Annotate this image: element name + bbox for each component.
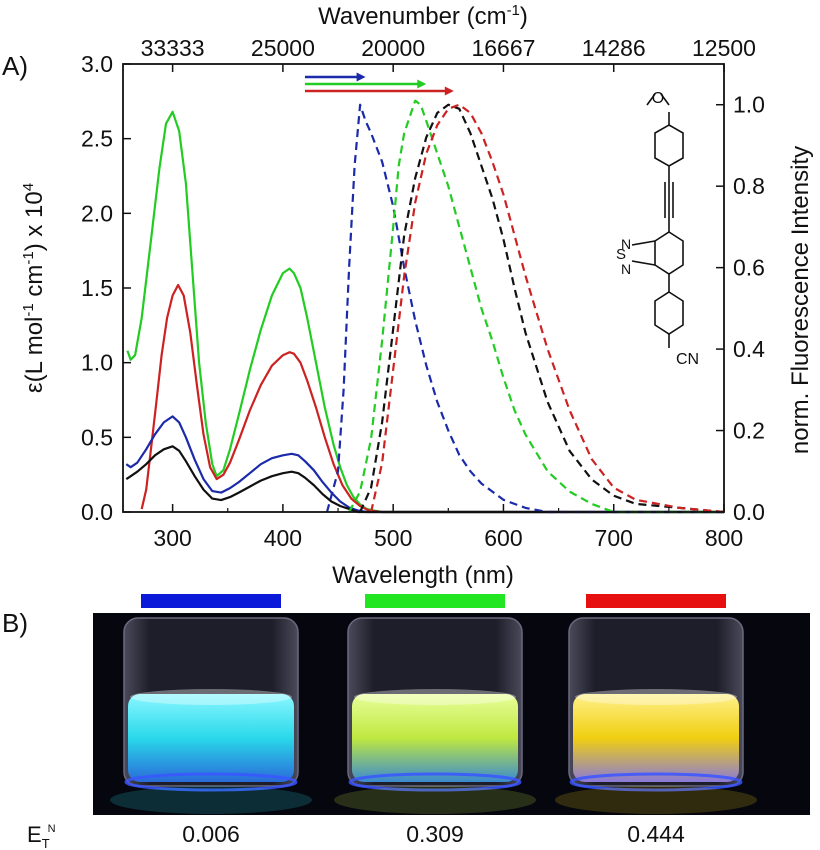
top-tick-label: 33333 [141, 35, 205, 61]
color-bar [586, 594, 726, 608]
reflection-glow [110, 786, 312, 814]
color-bar [365, 594, 505, 608]
cyano-label: CN [676, 351, 699, 368]
reflection-glow [334, 786, 536, 814]
right-y-axis-title: norm. Fluorescence Intensity [787, 146, 814, 454]
shift-arrow-head [417, 79, 427, 89]
reflection-glow [555, 786, 757, 814]
et-label: ETN [27, 822, 56, 850]
liquid-surface [130, 689, 292, 705]
vials [110, 617, 757, 814]
top-tick-label: 12500 [692, 35, 756, 61]
right-tick-label: 0.4 [733, 336, 765, 362]
right-tick-label: 0.6 [733, 255, 765, 281]
top-tick-label: 14286 [582, 35, 646, 61]
left-y-axis-title: ε(L mol-1 cm-1) x 104 [20, 183, 48, 393]
sulfur-label: S [616, 246, 626, 263]
right-tick-label: 0.8 [733, 173, 765, 199]
vial-base-glow [569, 772, 743, 792]
chemical-structure: O S N N CN [616, 90, 699, 368]
left-tick-label: 1.0 [81, 350, 113, 376]
vial-liquid [573, 694, 739, 782]
panel-a-label: A) [2, 51, 28, 81]
x-tick-label: 800 [705, 525, 743, 551]
emission-curve [325, 103, 724, 514]
absorption-curve [126, 110, 724, 514]
x-tick-label: 600 [484, 525, 522, 551]
x-tick-label: 300 [153, 525, 191, 551]
left-tick-label: 3.0 [81, 51, 113, 77]
right-tick-label: 1.0 [733, 92, 765, 118]
top-tick-label: 25000 [251, 35, 315, 61]
top-tick-label: 20000 [361, 35, 425, 61]
x-tick-labels: 300 400 500 600 700 800 [153, 504, 743, 551]
right-y-tick-labels: 0.0 0.2 0.4 0.6 0.8 1.0 [716, 92, 765, 525]
et-value: 0.444 [627, 821, 685, 847]
et-value: 0.006 [182, 821, 240, 847]
left-tick-label: 2.0 [81, 200, 113, 226]
x-tick-label: 400 [264, 525, 302, 551]
x-tick-label: 700 [595, 525, 633, 551]
et-value: 0.309 [406, 821, 464, 847]
x-axis-title: Wavelength (nm) [332, 562, 514, 589]
left-y-tick-labels: 0.0 0.5 1.0 1.5 2.0 2.5 3.0 [81, 51, 131, 525]
liquid-surface [354, 689, 516, 705]
left-tick-label: 1.5 [81, 275, 113, 301]
color-bar [141, 594, 281, 608]
panel-b-label: B) [2, 608, 28, 638]
absorption-curve [125, 415, 724, 514]
left-tick-label: 2.5 [81, 126, 113, 152]
plot-frame [122, 63, 725, 513]
vial-base-glow [348, 772, 522, 792]
benzothiadiazole-ring [654, 231, 684, 275]
vial-liquid [352, 694, 518, 782]
right-tick-label: 0.2 [733, 418, 765, 444]
emission-curve [359, 103, 725, 514]
oxygen-label: O [652, 90, 664, 107]
et-values: 0.006 0.309 0.444 [182, 821, 685, 847]
right-tick-label: 0.0 [733, 499, 765, 525]
left-tick-label: 0.0 [81, 499, 113, 525]
absorption-curve [140, 283, 724, 514]
emission-curve [370, 103, 725, 514]
x-tick-label: 500 [374, 525, 412, 551]
top-tick-labels: 33333 25000 20000 16667 14286 12500 [141, 35, 756, 72]
left-tick-label: 0.5 [81, 424, 113, 450]
nitrogen-label-1: N [621, 236, 631, 252]
nitrogen-label-2: N [621, 261, 631, 277]
methoxyphenyl-ring [654, 124, 684, 167]
top-axis-title: Wavenumber (cm-1) [318, 2, 528, 30]
vial-liquid [128, 694, 294, 782]
shift-arrows [304, 72, 454, 96]
vial-base-glow [124, 772, 298, 792]
color-bars [141, 594, 726, 608]
emission-curve [348, 99, 724, 514]
plot-series [125, 99, 725, 514]
liquid-surface [575, 689, 737, 705]
cyanophenyl-ring [654, 291, 684, 335]
top-tick-label: 16667 [471, 35, 535, 61]
shift-arrow-head [356, 72, 366, 82]
shift-arrow-head [444, 86, 454, 96]
